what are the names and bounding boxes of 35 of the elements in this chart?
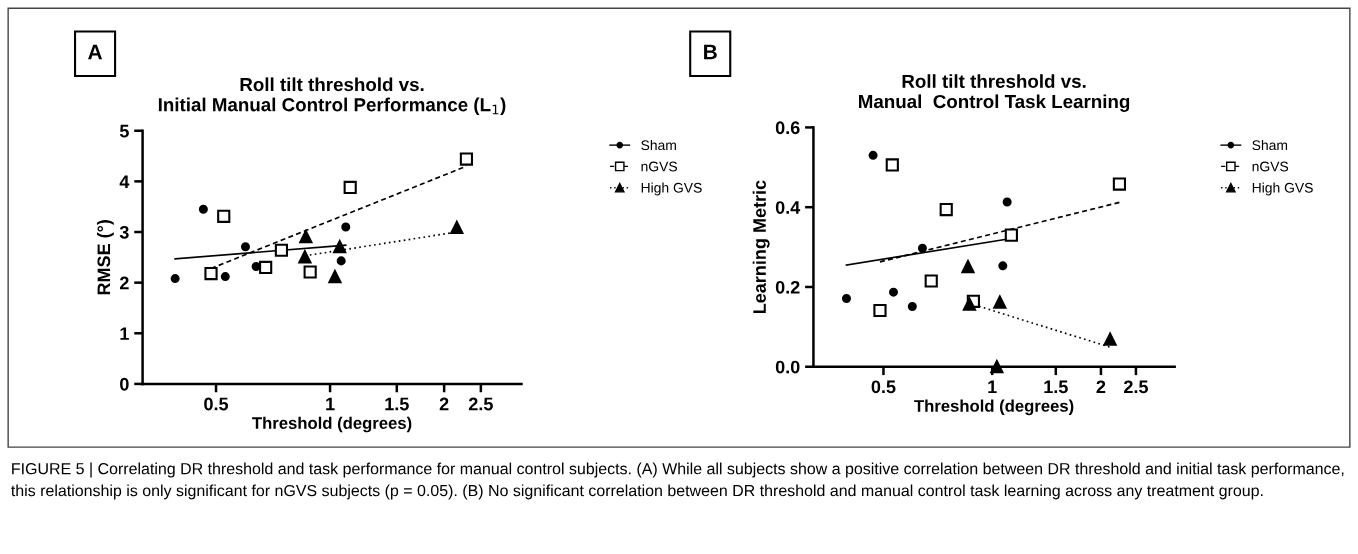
y-axis-title: RMSE (°) <box>96 220 114 295</box>
x-tick-label: 2 <box>1096 380 1106 394</box>
chart-title: Roll tilt threshold vs. Initial Manual Control Performance (L$_{1}$) <box>158 77 506 116</box>
text: B <box>704 44 717 60</box>
legend-label: High GVS <box>1252 182 1313 196</box>
x-tick-label: 1 <box>326 397 335 411</box>
legend-label: nGVS <box>1252 161 1289 172</box>
y-tick-label: 0.6 <box>775 121 800 135</box>
y-axis-title: Learning Metric <box>752 180 770 314</box>
text: A <box>88 44 103 60</box>
y-tick-label: 0.4 <box>775 201 801 214</box>
y-tick-label: 2 <box>119 276 129 290</box>
x-tick-label: 1 <box>988 380 997 394</box>
y-tick-label: 0.2 <box>775 280 800 294</box>
x-axis-title: Threshold (degrees) <box>252 416 412 433</box>
x-tick-label: 2.5 <box>468 397 493 411</box>
x-tick-label: 2 <box>439 397 449 411</box>
legend-label: Sham <box>641 139 676 151</box>
legend-label: nGVS <box>641 161 677 172</box>
x-tick-label: 1.5 <box>1044 380 1068 394</box>
chart-title: Roll tilt threshold vs. Manual Control Task Learning <box>859 74 1130 112</box>
x-axis-title: Threshold (degrees) <box>914 399 1074 416</box>
y-tick-label: 1 <box>120 327 129 340</box>
caption: FIGURE 5 | Correlating DR threshold and task performance for manual control subjects. (A) While all subjects show a positive correlation between DR threshold and initial task performance, this relationship is only significant for nGVS subjects (p = 0.05). (B) No significant correlation between DR threshold and manual control task learning across any treatment group. <box>11 462 1344 500</box>
x-tick-label: 1.5 <box>385 397 409 411</box>
legend-label: Sham <box>1252 139 1288 151</box>
y-tick-label: 4 <box>119 175 130 188</box>
x-tick-label: 0.5 <box>871 380 896 394</box>
y-tick-label: 5 <box>119 124 129 138</box>
x-tick-label: 0.5 <box>204 397 229 411</box>
y-tick-label: 3 <box>119 225 129 239</box>
x-tick-label: 2.5 <box>1124 380 1148 394</box>
legend-label: High GVS <box>641 182 702 196</box>
y-tick-label: 0 <box>120 377 129 391</box>
y-tick-label: 0.0 <box>775 360 800 374</box>
